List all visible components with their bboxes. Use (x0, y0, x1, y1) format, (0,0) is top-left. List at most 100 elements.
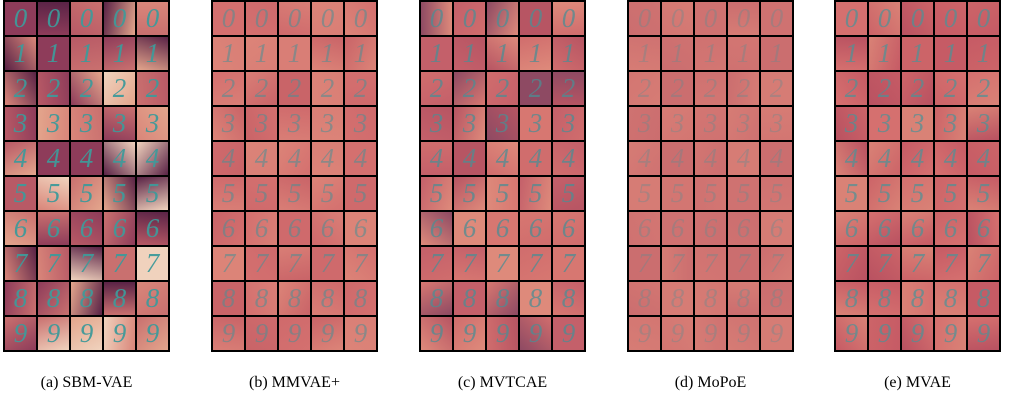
digit: 9 (704, 318, 718, 349)
digit-tile: 5 (71, 177, 102, 210)
digit: 3 (977, 108, 991, 139)
digit: 2 (47, 73, 61, 104)
digit: 6 (288, 213, 302, 244)
digit-tile: 9 (761, 317, 792, 350)
digit-tile: 7 (553, 247, 584, 280)
digit: 0 (80, 3, 94, 34)
digit: 6 (944, 213, 958, 244)
digit: 7 (288, 248, 302, 279)
digit-tile: 7 (137, 247, 168, 280)
caption: (d) MoPoE (627, 374, 794, 392)
digit: 8 (255, 283, 269, 314)
digit: 7 (146, 248, 160, 279)
digit-tile: 1 (421, 37, 452, 70)
digit-tile: 4 (902, 142, 933, 175)
digit: 6 (496, 213, 510, 244)
digit: 4 (354, 143, 368, 174)
digit-tile: 7 (761, 247, 792, 280)
digit: 0 (737, 3, 751, 34)
digit-tile: 7 (968, 247, 999, 280)
digit-tile: 8 (487, 282, 518, 315)
digit-tile: 4 (695, 142, 726, 175)
digit: 0 (911, 3, 925, 34)
digit: 4 (911, 143, 925, 174)
digit: 0 (255, 3, 269, 34)
digit-tile: 9 (728, 317, 759, 350)
digit: 5 (671, 178, 685, 209)
figure: 0000011111222223333344444555556666677777… (0, 0, 1010, 404)
digit-tile: 6 (421, 212, 452, 245)
digit-tile: 9 (662, 317, 693, 350)
digit-tile: 9 (935, 317, 966, 350)
digit-tile: 4 (421, 142, 452, 175)
digit: 7 (737, 248, 751, 279)
digit-tile: 4 (279, 142, 310, 175)
digit: 9 (671, 318, 685, 349)
digit-tile: 2 (695, 72, 726, 105)
digit-tile: 3 (487, 107, 518, 140)
digit: 0 (562, 3, 576, 34)
digit-tile: 3 (728, 107, 759, 140)
digit: 9 (737, 318, 751, 349)
digit-tile: 3 (869, 107, 900, 140)
digit: 1 (321, 38, 335, 69)
digit: 2 (321, 73, 335, 104)
digit-tile: 1 (520, 37, 551, 70)
digit: 5 (222, 178, 236, 209)
digit: 8 (911, 283, 925, 314)
digit: 1 (944, 38, 958, 69)
digit: 5 (14, 178, 28, 209)
digit: 6 (113, 213, 127, 244)
digit-tile: 3 (5, 107, 36, 140)
digit: 8 (845, 283, 859, 314)
digit-tile: 9 (213, 317, 244, 350)
digit-tile: 7 (662, 247, 693, 280)
digit: 9 (496, 318, 510, 349)
digit: 1 (80, 38, 94, 69)
digit-tile: 0 (935, 2, 966, 35)
digit-tile: 6 (71, 212, 102, 245)
digit-tile: 3 (761, 107, 792, 140)
digit: 7 (671, 248, 685, 279)
digit: 6 (14, 213, 28, 244)
digit-tile: 0 (629, 2, 660, 35)
digit: 2 (222, 73, 236, 104)
digit-tile: 4 (728, 142, 759, 175)
digit: 1 (562, 38, 576, 69)
digit: 4 (47, 143, 61, 174)
digit: 1 (770, 38, 784, 69)
digit-tile: 2 (5, 72, 36, 105)
digit-tile: 5 (761, 177, 792, 210)
digit: 7 (321, 248, 335, 279)
digit-tile: 3 (902, 107, 933, 140)
digit: 7 (878, 248, 892, 279)
digit: 4 (845, 143, 859, 174)
digit-tile: 3 (71, 107, 102, 140)
digit-tile: 2 (312, 72, 343, 105)
digit-tile: 6 (487, 212, 518, 245)
digit: 6 (977, 213, 991, 244)
digit: 2 (113, 73, 127, 104)
digit-tile: 0 (902, 2, 933, 35)
digit-tile: 9 (902, 317, 933, 350)
digit-tile: 7 (454, 247, 485, 280)
digit: 6 (255, 213, 269, 244)
digit-tile: 6 (869, 212, 900, 245)
digit-tile: 8 (246, 282, 277, 315)
digit: 8 (113, 283, 127, 314)
digit: 0 (845, 3, 859, 34)
digit: 4 (14, 143, 28, 174)
digit-tile: 8 (695, 282, 726, 315)
digit: 3 (14, 108, 28, 139)
digit: 8 (14, 283, 28, 314)
digit: 2 (737, 73, 751, 104)
digit-tile: 3 (695, 107, 726, 140)
digit-tile: 2 (520, 72, 551, 105)
digit: 1 (463, 38, 477, 69)
digit: 0 (770, 3, 784, 34)
digit-tile: 4 (968, 142, 999, 175)
digit-tile: 4 (935, 142, 966, 175)
digit-tile: 0 (5, 2, 36, 35)
